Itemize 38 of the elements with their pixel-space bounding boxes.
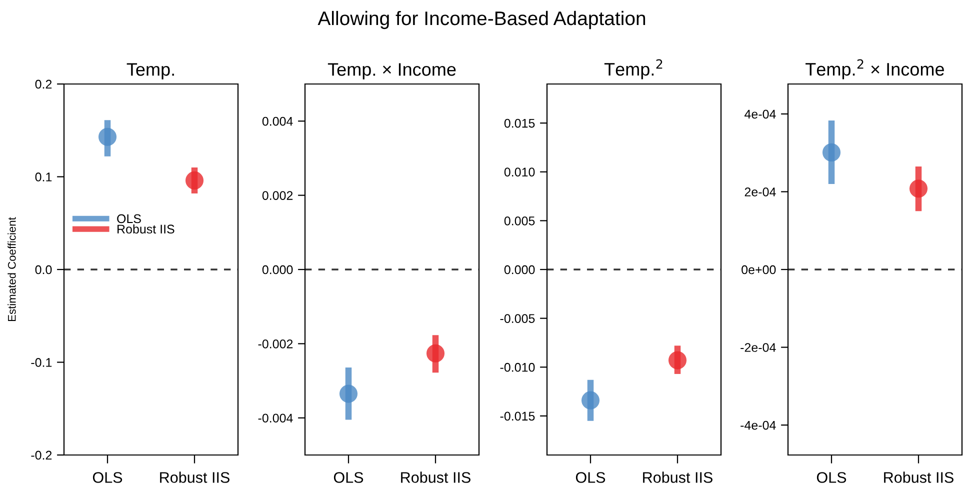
y-tick-label: -4e-04	[740, 420, 776, 430]
chart-title: Temp.$^{2}$	[604, 59, 662, 80]
y-tick-label: 0.010	[504, 168, 535, 177]
y-tick-label: -0.1	[31, 358, 52, 367]
x-tick-label: Robust IIS	[401, 472, 470, 483]
y-tick-label: -0.002	[258, 340, 293, 348]
x-tick-label: Robust IIS	[643, 472, 712, 483]
y-tick-label: -0.010	[500, 362, 535, 372]
y-axis-title: Estimated Coefficient	[8, 217, 16, 321]
chart-title: Temp.$^{2}$ × Income	[806, 59, 944, 80]
y-tick-label: -0.2	[31, 450, 52, 460]
chart-title: Temp.	[126, 63, 174, 80]
y-tick-label: -0.005	[500, 314, 535, 323]
x-tick-label: OLS	[576, 472, 606, 483]
y-tick-label: 0.002	[262, 191, 293, 200]
chart-title: Temp. × Income	[328, 63, 456, 80]
y-tick-label: -0.004	[258, 414, 293, 423]
legend-label: Robust IIS	[118, 224, 174, 234]
legend-label: OLS	[117, 214, 141, 224]
y-tick-label: 0.1	[35, 172, 52, 182]
x-tick-label: Robust IIS	[160, 472, 230, 483]
y-tick-label: -0.015	[500, 412, 535, 421]
y-tick-label: 0.000	[504, 265, 535, 274]
y-tick-label: 0.000	[262, 265, 293, 274]
x-tick-label: OLS	[334, 472, 364, 483]
y-tick-label: 0.2	[35, 80, 52, 89]
text: Allowing for Income-Based Adaptation	[318, 10, 646, 30]
y-tick-label: 0.005	[504, 216, 535, 226]
y-tick-label: 0.015	[504, 118, 535, 128]
y-tick-label: 0.0	[35, 265, 52, 274]
x-tick-label: OLS	[816, 472, 846, 483]
y-tick-label: 2e-04	[744, 188, 776, 196]
y-tick-label: 4e-04	[744, 110, 776, 119]
y-tick-label: 0.004	[262, 116, 293, 126]
y-tick-label: 0e+00	[742, 265, 776, 274]
y-tick-label: -2e-04	[740, 343, 776, 352]
x-tick-label: Robust IIS	[884, 472, 954, 483]
x-tick-label: OLS	[92, 472, 122, 483]
